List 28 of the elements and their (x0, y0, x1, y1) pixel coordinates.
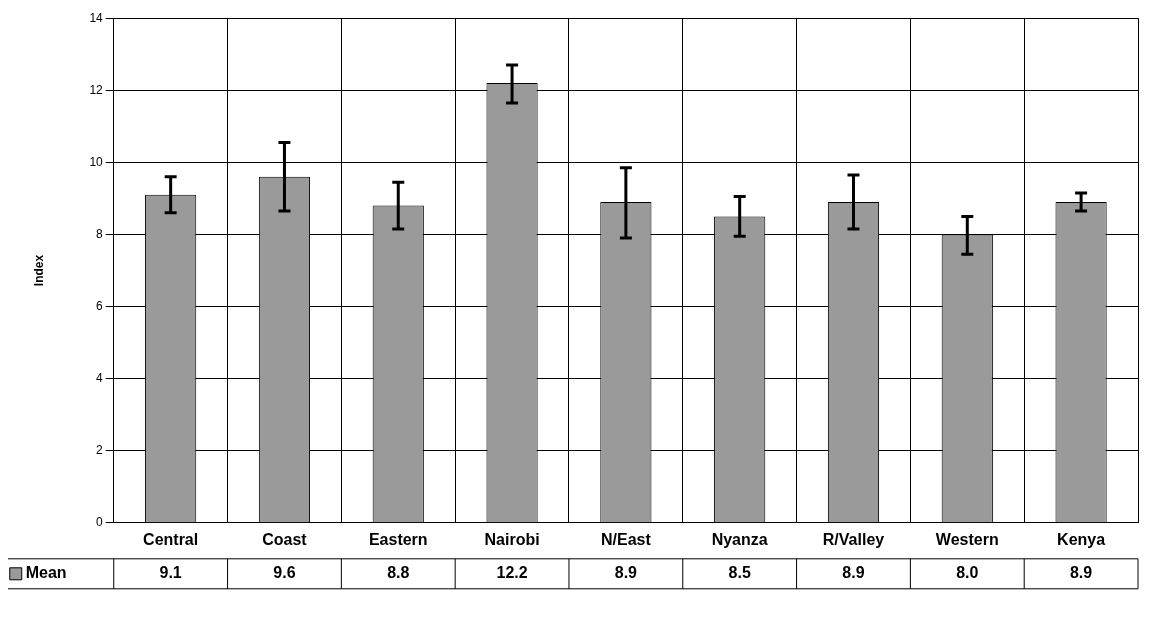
data-label: 8.0 (956, 564, 979, 582)
legend-label: Mean (25, 564, 67, 582)
x-tick-label: Nyanza (711, 530, 768, 548)
x-tick-label: Eastern (368, 530, 428, 548)
y-tick-label: 6 (96, 298, 104, 313)
y-axis-title: Index (31, 254, 46, 287)
data-label: 8.9 (614, 564, 638, 582)
data-label: 8.9 (842, 564, 865, 582)
x-tick-label: N/East (600, 530, 652, 548)
data-label: 9.1 (159, 564, 182, 582)
x-tick-label: Nairobi (484, 530, 540, 548)
x-tick-label: Central (143, 530, 199, 548)
y-tick-label: 12 (89, 82, 104, 97)
y-tick-label: 14 (89, 10, 104, 25)
data-label: 8.8 (387, 564, 410, 582)
y-tick-label: 8 (96, 226, 104, 241)
data-label: 8.5 (728, 564, 751, 582)
x-tick-label: R/Valley (822, 530, 885, 548)
x-tick-label: Western (935, 530, 999, 548)
data-label: 9.6 (273, 564, 296, 582)
y-tick-label: 2 (96, 443, 104, 458)
x-tick-label: Coast (262, 530, 308, 548)
y-tick-label: 4 (96, 370, 104, 385)
data-label: 8.9 (1069, 564, 1093, 582)
x-tick-label: Kenya (1057, 530, 1106, 548)
y-tick-label: 10 (89, 154, 104, 169)
data-label: 12.2 (496, 564, 528, 582)
y-tick-label: 0 (96, 515, 104, 530)
